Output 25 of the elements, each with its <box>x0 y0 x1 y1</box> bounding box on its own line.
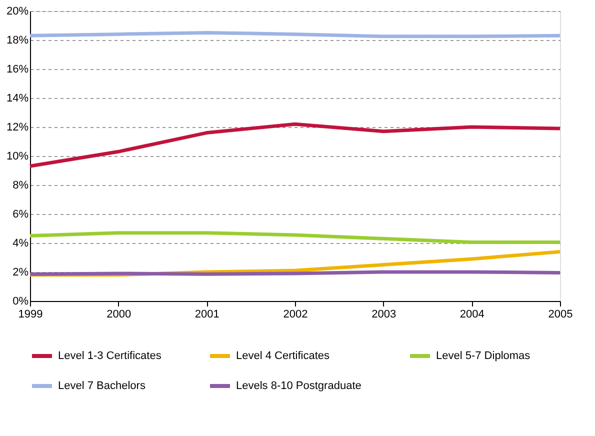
x-tick-label: 1999 <box>18 308 43 320</box>
legend-label: Level 1-3 Certificates <box>58 350 162 362</box>
y-tick-label: 6% <box>12 208 29 220</box>
y-tick-label: 16% <box>6 64 29 76</box>
legend-label: Level 7 Bachelors <box>58 380 146 392</box>
x-tick-label: 2003 <box>372 308 396 320</box>
line-series <box>28 122 562 168</box>
x-tick-label: 2001 <box>194 308 220 320</box>
y-tick-label: 10% <box>6 150 29 162</box>
legend-label: Levels 8-10 Postgraduate <box>236 380 362 392</box>
y-tick-label: 8% <box>12 180 29 192</box>
line-series <box>28 231 562 244</box>
x-tick-label: 2000 <box>106 308 132 320</box>
x-tick-label: 2005 <box>548 308 573 320</box>
y-tick-label: 4% <box>12 238 29 250</box>
y-tick-label: 12% <box>6 122 29 134</box>
legend-label: Level 4 Certificates <box>236 350 330 362</box>
legend-label: Level 5-7 Diplomas <box>436 350 531 362</box>
y-tick-label: 20% <box>6 6 29 18</box>
x-tick-label: 2002 <box>283 308 308 320</box>
y-tick-label: 14% <box>6 92 29 104</box>
x-tick-label: 2004 <box>460 308 484 320</box>
y-tick-label: 0% <box>12 296 29 308</box>
y-tick-label: 18% <box>6 34 29 46</box>
y-tick-label: 2% <box>12 266 29 278</box>
